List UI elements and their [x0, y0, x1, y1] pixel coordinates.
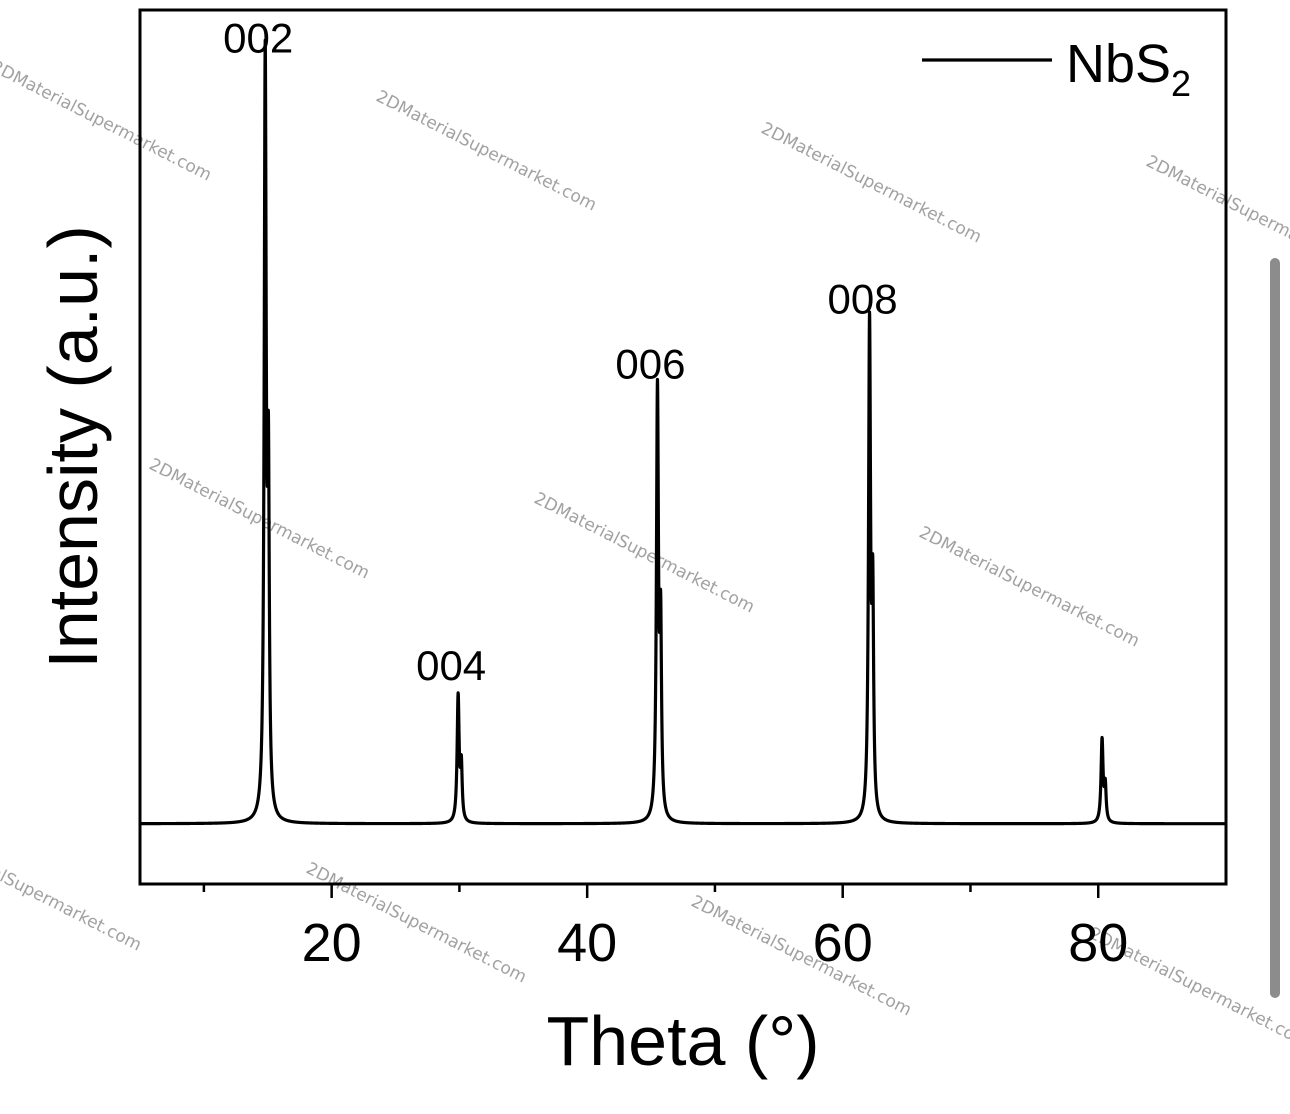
x-tick-label-1: 40 — [557, 913, 617, 973]
y-axis-label: Intensity (a.u.) — [34, 225, 112, 669]
x-axis-label: Theta (°) — [546, 1002, 819, 1080]
x-axis-ticks — [202, 884, 1100, 898]
peak-label-002: 002 — [223, 14, 293, 61]
peak-label-006: 006 — [615, 341, 685, 388]
x-axis-tick-labels: 20 40 60 80 — [302, 913, 1129, 973]
watermark-text-7: 2DMaterialSupermarket.com — [0, 827, 145, 956]
x-tick-label-3: 80 — [1068, 913, 1128, 973]
watermark-text-4: 2DMaterialSupermarket.com — [146, 455, 373, 584]
legend: NbS2 — [922, 34, 1191, 104]
x-tick-label-0: 20 — [302, 913, 362, 973]
x-tick-label-2: 60 — [813, 913, 873, 973]
peak-label-004: 004 — [416, 642, 486, 689]
peak-label-008: 008 — [827, 276, 897, 323]
watermark-text-0: 2DMaterialSupermarket.com — [0, 57, 215, 186]
legend-label-main: NbS — [1066, 34, 1171, 94]
watermark-text-2: 2DMaterialSupermarket.com — [758, 119, 985, 248]
watermark-text-5: 2DMaterialSupermarket.com — [531, 489, 758, 618]
vertical-scrollbar[interactable] — [1270, 258, 1280, 998]
peak-labels: 002 004 006 008 — [223, 14, 897, 689]
legend-label: NbS2 — [1066, 34, 1191, 104]
watermark-text-3: 2DMaterialSupermarket.com — [1143, 152, 1290, 281]
watermark-layer: 2DMaterialSupermarket.com 2DMaterialSuper… — [0, 57, 1290, 1053]
plot-frame — [138, 8, 1228, 886]
series-line-nbs2 — [138, 38, 1228, 826]
legend-label-subscript: 2 — [1171, 63, 1191, 104]
watermark-text-6: 2DMaterialSupermarket.com — [916, 523, 1143, 652]
watermark-text-1: 2DMaterialSupermarket.com — [373, 87, 600, 216]
